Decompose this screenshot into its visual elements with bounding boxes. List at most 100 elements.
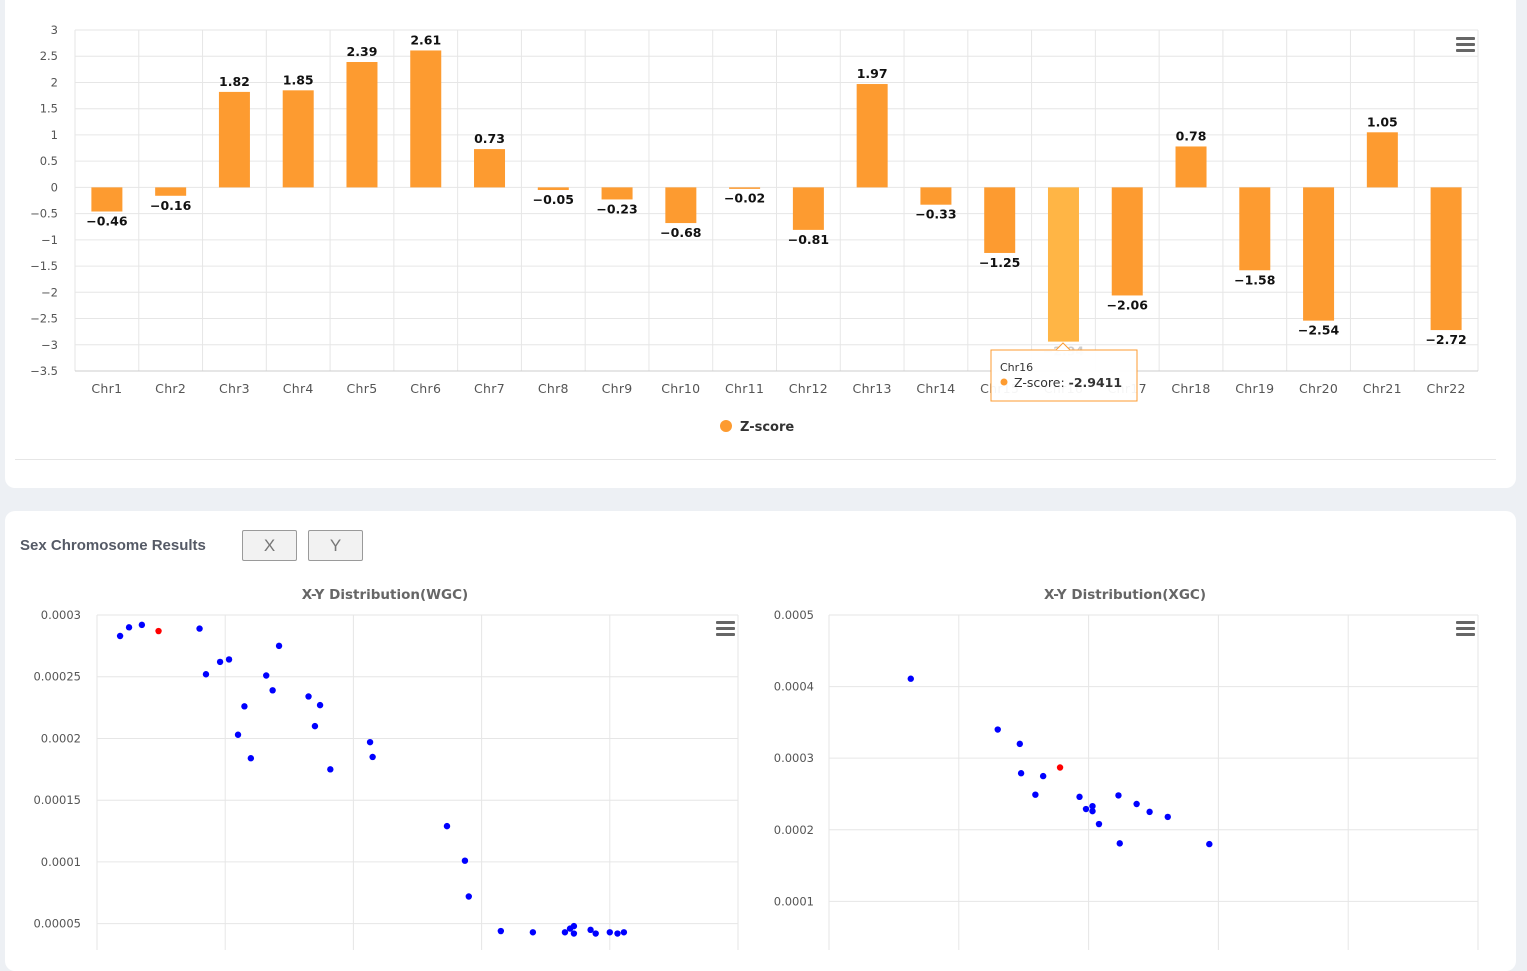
bar-chr11[interactable] bbox=[729, 187, 761, 189]
scatter-point[interactable] bbox=[247, 755, 255, 762]
scatter-point[interactable] bbox=[1017, 770, 1025, 777]
scatter-point[interactable] bbox=[1133, 800, 1140, 808]
scatter-grid bbox=[96, 614, 739, 950]
scatter-point[interactable] bbox=[614, 930, 621, 937]
y-tick-label: −3 bbox=[41, 338, 58, 352]
x-tick-chr3: Chr3 bbox=[219, 381, 250, 396]
y-tick-label: 2.5 bbox=[40, 49, 58, 63]
bar-chr14[interactable] bbox=[920, 187, 952, 205]
scatter-point[interactable] bbox=[241, 703, 248, 710]
scatter-point[interactable] bbox=[1039, 772, 1047, 780]
x-tick-chr8: Chr8 bbox=[538, 381, 569, 396]
scatter-point[interactable] bbox=[1164, 813, 1171, 821]
bar-chr2[interactable] bbox=[155, 187, 187, 196]
scatter-point[interactable] bbox=[606, 929, 613, 936]
scatter-point[interactable] bbox=[570, 922, 578, 930]
bar-chr20[interactable] bbox=[1303, 187, 1335, 321]
scatter-point-sample[interactable] bbox=[1056, 764, 1064, 771]
scatter-point[interactable] bbox=[216, 658, 224, 666]
bar-chr8[interactable] bbox=[537, 187, 569, 191]
scatter-point[interactable] bbox=[1206, 840, 1213, 848]
scatter-point[interactable] bbox=[592, 930, 599, 937]
scatter-point[interactable] bbox=[369, 753, 376, 761]
bar-chr3[interactable] bbox=[218, 91, 250, 188]
scatter-point[interactable] bbox=[125, 624, 133, 631]
data-label-chr12: −0.81 bbox=[788, 232, 829, 247]
scatter-point[interactable] bbox=[443, 822, 451, 830]
zscore-legend[interactable]: Z-score bbox=[720, 420, 794, 435]
divider bbox=[15, 459, 1496, 460]
bar-chr12[interactable] bbox=[792, 187, 824, 230]
scatter-point[interactable] bbox=[1089, 802, 1096, 810]
scatter-point[interactable] bbox=[196, 625, 203, 632]
bar-chr7[interactable] bbox=[474, 149, 506, 188]
scatter-point[interactable] bbox=[1116, 840, 1123, 847]
data-label-chr18: 0.78 bbox=[1176, 128, 1207, 143]
data-label-chr10: −0.68 bbox=[660, 225, 701, 240]
scatter-point[interactable] bbox=[234, 731, 242, 738]
y-tick-label: −0.5 bbox=[30, 207, 58, 221]
scatter-point[interactable] bbox=[461, 857, 469, 864]
bar-chr5[interactable] bbox=[346, 62, 378, 188]
bar-chr10[interactable] bbox=[665, 187, 697, 224]
scatter-point[interactable] bbox=[465, 893, 472, 900]
scatter-point[interactable] bbox=[225, 656, 233, 663]
scatter-point-sample[interactable] bbox=[155, 627, 162, 635]
scatter-point[interactable] bbox=[116, 632, 124, 640]
bar-chr9[interactable] bbox=[601, 187, 633, 200]
scatter-point[interactable] bbox=[907, 675, 914, 682]
scatter-point[interactable] bbox=[994, 726, 1001, 733]
scatter-point[interactable] bbox=[561, 929, 569, 936]
bar-chr17[interactable] bbox=[1111, 187, 1143, 296]
scatter-point[interactable] bbox=[1016, 740, 1024, 748]
bar-chr15[interactable] bbox=[984, 187, 1016, 253]
scatter-point[interactable] bbox=[1082, 805, 1090, 813]
data-label-chr13: 1.97 bbox=[857, 66, 888, 81]
scatter-point[interactable] bbox=[316, 701, 324, 709]
scatter-point[interactable] bbox=[366, 738, 374, 746]
scatter-point[interactable] bbox=[275, 642, 283, 650]
zscore-x-ticks: Chr1 Chr2 Chr3 Chr4 Chr5 Chr6 Chr7 Chr8 Chr9 Chr1… bbox=[91, 381, 1465, 396]
bar-chr16[interactable] bbox=[1047, 187, 1079, 342]
scatter-point[interactable] bbox=[138, 621, 146, 629]
xgc-menu-icon[interactable] bbox=[1456, 621, 1475, 636]
scatter-point[interactable] bbox=[1089, 807, 1096, 815]
x-tick-chr20: Chr20 bbox=[1299, 381, 1338, 396]
scatter-point[interactable] bbox=[497, 927, 505, 935]
scatter-point[interactable] bbox=[327, 766, 334, 773]
bar-chr19[interactable] bbox=[1239, 187, 1271, 271]
x-tick-chr22: Chr22 bbox=[1427, 381, 1466, 396]
scatter-point[interactable] bbox=[269, 687, 276, 694]
bar-chr13[interactable] bbox=[856, 84, 888, 188]
x-chromosome-button[interactable]: X bbox=[242, 530, 297, 561]
data-label-chr11: −0.02 bbox=[724, 190, 765, 205]
y-tick-label: 3 bbox=[51, 23, 58, 37]
scatter-point[interactable] bbox=[587, 926, 594, 934]
scatter-point[interactable] bbox=[529, 929, 537, 936]
bar-chr22[interactable] bbox=[1430, 187, 1462, 331]
zscore-menu-icon[interactable] bbox=[1456, 37, 1475, 52]
data-label-chr22: −2.72 bbox=[1425, 332, 1466, 347]
bar-chr21[interactable] bbox=[1366, 132, 1398, 188]
y-tick-label: −3.5 bbox=[30, 364, 58, 378]
data-label-chr8: −0.05 bbox=[533, 192, 574, 207]
bar-chr18[interactable] bbox=[1175, 146, 1207, 188]
scatter-point[interactable] bbox=[1095, 820, 1103, 828]
scatter-point[interactable] bbox=[311, 722, 319, 730]
scatter-point[interactable] bbox=[1146, 808, 1153, 816]
scatter-point[interactable] bbox=[1032, 791, 1039, 798]
scatter-point[interactable] bbox=[570, 930, 578, 937]
scatter-point[interactable] bbox=[1076, 793, 1083, 801]
bar-chr1[interactable] bbox=[91, 187, 123, 212]
data-label-chr7: 0.73 bbox=[474, 131, 505, 146]
tooltip-box bbox=[990, 349, 1138, 402]
scatter-point[interactable] bbox=[305, 693, 312, 700]
scatter-point[interactable] bbox=[620, 929, 628, 936]
scatter-point[interactable] bbox=[263, 672, 270, 679]
bar-chr6[interactable] bbox=[410, 50, 442, 188]
y-chromosome-button[interactable]: Y bbox=[308, 530, 363, 561]
scatter-point[interactable] bbox=[202, 671, 210, 678]
wgc-menu-icon[interactable] bbox=[716, 621, 735, 636]
scatter-point[interactable] bbox=[1115, 792, 1122, 799]
bar-chr4[interactable] bbox=[282, 90, 314, 188]
